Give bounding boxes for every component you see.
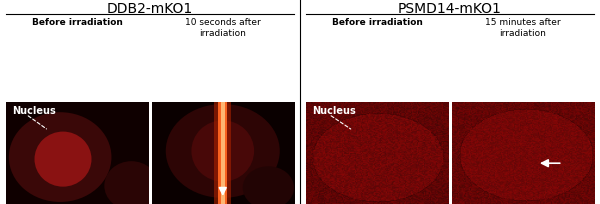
Text: PSMD14-mKO1: PSMD14-mKO1 bbox=[398, 2, 502, 16]
Ellipse shape bbox=[191, 120, 254, 182]
Bar bbox=[221, 102, 225, 204]
Text: DDB2-mKO1: DDB2-mKO1 bbox=[107, 2, 193, 16]
Text: Nucleus: Nucleus bbox=[12, 106, 55, 116]
Ellipse shape bbox=[166, 104, 280, 198]
Text: 15 minutes after
irradiation: 15 minutes after irradiation bbox=[485, 18, 560, 38]
Text: Before irradiation: Before irradiation bbox=[32, 18, 122, 27]
Text: Nucleus: Nucleus bbox=[312, 106, 355, 116]
Ellipse shape bbox=[35, 132, 91, 187]
Text: 10 seconds after
irradiation: 10 seconds after irradiation bbox=[185, 18, 260, 38]
Ellipse shape bbox=[9, 112, 112, 202]
Bar bbox=[218, 102, 227, 204]
Text: Before irradiation: Before irradiation bbox=[332, 18, 422, 27]
Bar bbox=[214, 102, 232, 204]
Ellipse shape bbox=[243, 166, 294, 204]
Ellipse shape bbox=[104, 161, 158, 204]
